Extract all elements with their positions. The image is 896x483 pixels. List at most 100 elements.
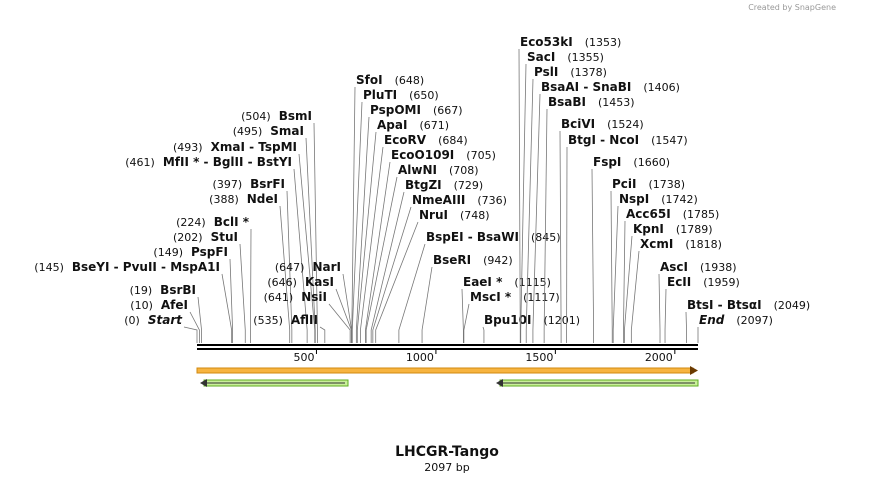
site-name: KasI: [305, 275, 334, 289]
site-position: (19): [130, 284, 153, 297]
site-position: (648): [395, 74, 425, 87]
site-label: BspEI - BsaWI (845): [426, 230, 561, 244]
site-name: AflII: [291, 313, 318, 327]
site-position: (748): [460, 209, 490, 222]
subtitle: 2097 bp: [424, 461, 469, 474]
site-line: [610, 190, 613, 343]
feature-orange: [196, 367, 694, 374]
site-label: EaeI * (1115): [463, 275, 551, 289]
site-name: BtgZI: [405, 178, 442, 192]
site-position: (1355): [567, 51, 604, 64]
site-line: [370, 191, 405, 343]
site-name: NruI: [419, 208, 448, 222]
site-position: (397): [213, 178, 243, 191]
site-line: [421, 266, 433, 343]
site-name: SmaI: [270, 124, 304, 138]
site-line: [623, 220, 626, 343]
site-label: Bpu10I (1201): [484, 313, 580, 327]
site-label: (646) KasI: [267, 275, 334, 289]
site-line: [630, 250, 640, 343]
site-line: [197, 296, 202, 343]
site-line: [365, 161, 391, 343]
site-label: EcII (1959): [667, 275, 740, 289]
site-position: (1117): [523, 291, 560, 304]
site-label: NmeAIII (736): [412, 193, 507, 207]
site-name: BseYI - PvuII - MspA1I: [72, 260, 220, 274]
site-position: (845): [531, 231, 561, 244]
site-label: (145) BseYI - PvuII - MspA1I: [34, 260, 220, 274]
site-line: [612, 205, 619, 343]
site-label: PciI (1738): [612, 177, 685, 191]
site-label: SfoI (648): [356, 73, 424, 87]
site-position: (495): [233, 125, 263, 138]
site-position: (942): [483, 254, 513, 267]
site-label: BtgZI (729): [405, 178, 483, 192]
site-label: (495) SmaI: [233, 124, 304, 138]
site-label: EcoRV (684): [384, 133, 468, 147]
site-position: (1378): [570, 66, 607, 79]
site-name: BsrBI: [160, 283, 196, 297]
site-line: [375, 221, 419, 343]
site-line: [591, 168, 594, 343]
site-label: (388) NdeI: [209, 192, 278, 206]
site-label: Acc65I (1785): [626, 207, 719, 221]
tick-label: 2000: [645, 351, 673, 364]
site-name: BsmI: [279, 109, 312, 123]
site-label: AscI (1938): [660, 260, 737, 274]
tick-label: 1000: [406, 351, 434, 364]
site-position: (684): [438, 134, 468, 147]
site-name: EcII: [667, 275, 691, 289]
site-name: Acc65I: [626, 207, 671, 221]
site-name: BspEI - BsaWI: [426, 230, 519, 244]
site-position: (224): [176, 216, 206, 229]
site-line: [365, 176, 398, 343]
site-label: BtgI - NcoI (1547): [568, 133, 688, 147]
site-line: [229, 258, 233, 343]
site-line: [239, 243, 246, 343]
site-label: ApaI (671): [377, 118, 449, 132]
site-label: (504) BsmI: [241, 109, 312, 123]
site-position: (1115): [514, 276, 551, 289]
site-name: XmaI - TspMI: [211, 140, 297, 154]
site-line: [685, 311, 687, 343]
site-line: [286, 190, 293, 343]
site-position: (650): [409, 89, 439, 102]
site-position: (1353): [585, 36, 622, 49]
site-position: (1660): [633, 156, 670, 169]
site-position: (667): [433, 104, 463, 117]
site-name: BtsI - BtsαI: [687, 298, 762, 312]
site-position: (504): [241, 110, 271, 123]
site-label: (224) BclI *: [176, 215, 250, 229]
site-line: [658, 273, 661, 343]
site-label: (535) AflII: [253, 313, 318, 327]
site-position: (647): [275, 261, 305, 274]
site-position: (1818): [685, 238, 722, 251]
site-position: (145): [34, 261, 64, 274]
site-position: (1524): [607, 118, 644, 131]
site-line: [351, 101, 363, 343]
site-name: EcoO109I: [391, 148, 454, 162]
site-name: BtgI - NcoI: [568, 133, 639, 147]
site-label: (493) XmaI - TspMI: [173, 140, 297, 154]
site-line: [518, 48, 521, 343]
site-label: NruI (748): [419, 208, 490, 222]
site-position: (1938): [700, 261, 737, 274]
site-position: (1547): [651, 134, 688, 147]
site-line: [183, 326, 198, 343]
site-line: [298, 153, 316, 343]
site-name: EaeI *: [463, 275, 503, 289]
site-name: SfoI: [356, 73, 383, 87]
site-line: [525, 78, 534, 343]
site-line: [398, 243, 426, 343]
site-position: (1789): [676, 223, 713, 236]
site-name: NspI: [619, 192, 649, 206]
site-name: MfII * - BglII - BstYI: [163, 155, 292, 169]
site-line: [313, 122, 318, 343]
site-label: (641) NsiI: [264, 290, 327, 304]
site-label: SacI (1355): [527, 50, 604, 64]
title: LHCGR-Tango: [395, 444, 499, 460]
feature-arrow: [690, 366, 698, 375]
site-label: BsaBI (1453): [548, 95, 635, 109]
site-name: BsaAI - SnaBI: [541, 80, 631, 94]
